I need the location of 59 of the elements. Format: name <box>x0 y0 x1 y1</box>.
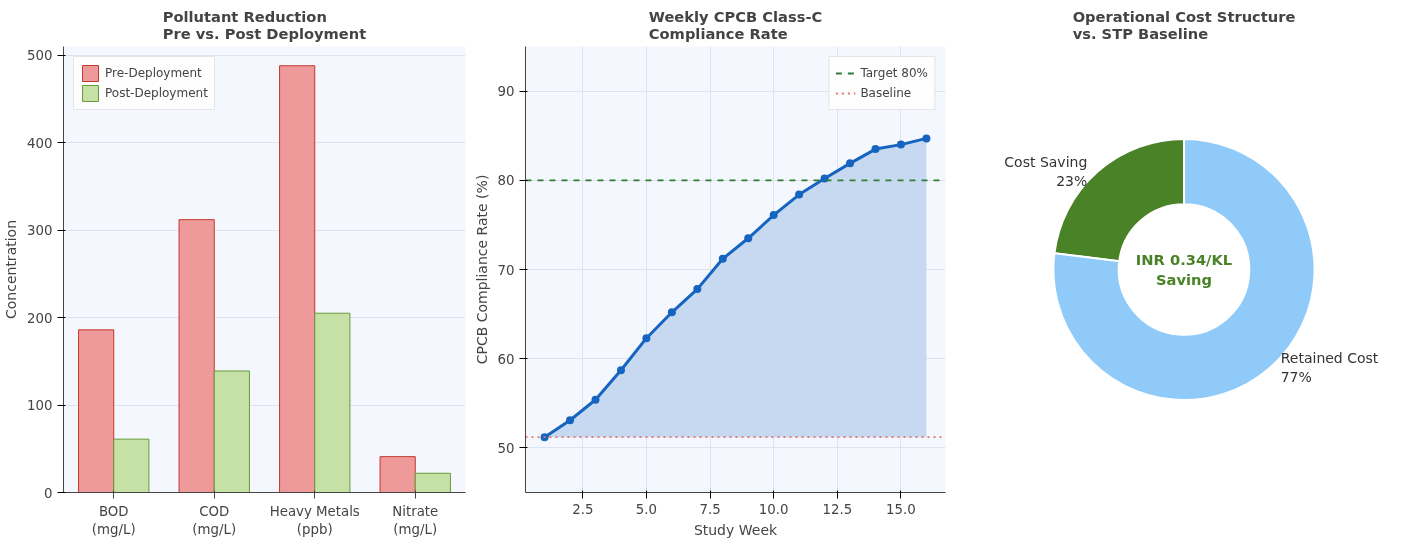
chart-title: Pollutant Reduction Pre vs. Post Deployment <box>162 7 367 42</box>
point <box>591 395 600 404</box>
point <box>846 159 855 168</box>
chart-title: Operational Cost Structure vs. STP Baseline <box>1072 7 1296 42</box>
y-tick-label: 60 <box>497 351 515 367</box>
data-label: 23% <box>1056 173 1088 190</box>
bar <box>279 65 316 493</box>
x-tick-label: 15.0 <box>886 501 916 517</box>
point <box>566 416 575 425</box>
y-tick-label: 50 <box>497 440 515 456</box>
point <box>795 190 804 199</box>
x-tick-label: 7.5 <box>699 501 721 517</box>
bar <box>78 329 115 493</box>
legend-label: Pre-Deployment <box>105 66 202 80</box>
point <box>667 308 676 317</box>
slice-label: Retained Cost <box>1280 349 1379 366</box>
x-tick-label: Nitrate (mg/L) <box>392 503 439 537</box>
bar <box>213 370 250 493</box>
y-tick-label: 300 <box>27 223 53 239</box>
point <box>540 433 549 442</box>
y-tick-label: 90 <box>497 84 515 100</box>
x-tick-label: 5.0 <box>635 501 658 517</box>
y-tick-label: 0 <box>44 485 53 501</box>
x-tick-label: 2.5 <box>572 501 594 517</box>
y-tick-label: 80 <box>497 173 515 189</box>
x-tick-label: 12.5 <box>822 501 853 517</box>
bar <box>178 219 215 493</box>
y-axis-title: CPCB Compliance Rate (%) <box>473 174 490 365</box>
point <box>769 211 778 220</box>
legend-label: Target 80% <box>860 66 928 80</box>
x-tick-label: BOD (mg/L) <box>91 503 136 537</box>
y-tick-label: 400 <box>27 135 53 151</box>
x-tick-label: COD (mg/L) <box>192 503 237 537</box>
y-tick-label: 70 <box>497 262 515 278</box>
point <box>871 145 880 154</box>
bar <box>414 472 451 493</box>
x-tick-label: Heavy Metals (ppb) <box>269 503 360 537</box>
x-axis-title: Study Week <box>693 521 779 538</box>
text: INR 0.34/KL Saving <box>1135 250 1233 289</box>
bar <box>379 456 416 493</box>
y-tick-label: 200 <box>27 310 53 326</box>
y-tick-label: 500 <box>27 48 53 64</box>
point <box>922 134 931 143</box>
y-tick-label: 100 <box>27 398 53 414</box>
x-tick-label: 10.0 <box>758 501 789 517</box>
point <box>744 234 753 243</box>
y-axis-title: Concentration <box>3 219 20 320</box>
data-label: 77% <box>1280 368 1312 385</box>
point <box>896 140 905 149</box>
chart-title: Weekly CPCB Class-C Compliance Rate <box>648 7 823 42</box>
point <box>693 285 702 294</box>
bar <box>113 438 150 493</box>
legend-label: Baseline <box>860 86 912 100</box>
slice-label: Cost Saving <box>1004 154 1088 171</box>
point <box>616 366 625 375</box>
point <box>718 254 727 263</box>
bar <box>314 312 351 493</box>
legend-label: Post-Deployment <box>105 86 208 100</box>
point <box>642 334 651 343</box>
